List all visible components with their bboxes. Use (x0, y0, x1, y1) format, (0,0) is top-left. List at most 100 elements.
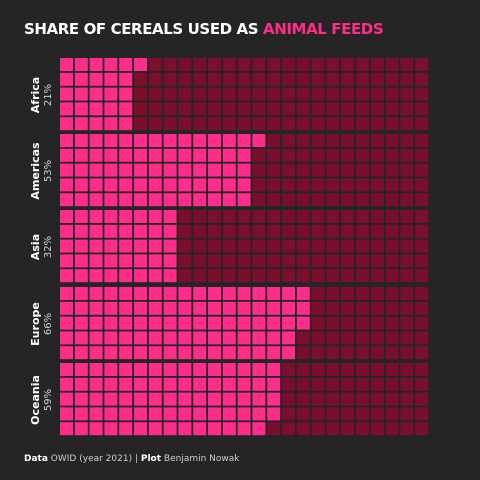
waffle-cell-filled (222, 346, 236, 360)
waffle-cell-filled (74, 346, 88, 360)
waffle-cell-filled (60, 210, 73, 223)
waffle-cell-filled (222, 163, 236, 177)
waffle-cell-empty (385, 72, 399, 86)
waffle-cell-empty (282, 134, 295, 147)
waffle-cell-filled (74, 210, 88, 223)
waffle-cell-filled (208, 301, 221, 315)
waffle-cell-filled (119, 346, 133, 360)
waffle-cell-filled (134, 58, 147, 71)
waffle-cell-empty (356, 148, 369, 162)
waffle-cell-empty (178, 224, 192, 238)
waffle-cell-empty (385, 363, 399, 376)
waffle-cell-filled (267, 301, 281, 315)
category-label: Africa (29, 77, 42, 113)
waffle-cell-empty (208, 269, 221, 283)
waffle-cell-empty (208, 72, 221, 86)
waffle-cell-empty (208, 254, 221, 268)
waffle-cell-empty (356, 87, 369, 101)
waffle-cell-empty (163, 58, 177, 71)
waffle-cell-empty (222, 72, 236, 86)
waffle-cell-empty (326, 72, 340, 86)
waffle-cell-filled (222, 287, 236, 300)
waffle-cell-filled (193, 178, 207, 192)
waffle-cell-filled (252, 363, 266, 376)
waffle-cell-filled (148, 377, 162, 391)
waffle-cell-filled (134, 178, 147, 192)
waffle-cell-empty (311, 422, 325, 436)
waffle-cell-filled (60, 178, 73, 192)
waffle-cell-filled (208, 148, 221, 162)
waffle-cell-filled (104, 87, 118, 101)
waffle-cell-empty (370, 407, 384, 421)
waffle-cell-filled (178, 363, 192, 376)
waffle-cell-filled (237, 407, 251, 421)
waffle-cell-empty (400, 102, 414, 116)
waffle-cell-empty (148, 117, 162, 131)
waffle-cell-empty (385, 210, 399, 223)
waffle-cell-filled (208, 193, 221, 207)
waffle-cell-empty (400, 377, 414, 391)
waffle-cell-filled (148, 407, 162, 421)
waffle-cell-filled (60, 239, 73, 253)
waffle-cell-filled (222, 134, 236, 147)
waffle-cell-filled (119, 102, 133, 116)
waffle-cell-empty (282, 210, 295, 223)
waffle-cell-filled (193, 346, 207, 360)
waffle-cell-empty (370, 269, 384, 283)
waffle-cell-filled (74, 422, 88, 436)
waffle-cell-empty (341, 224, 355, 238)
waffle-cell-filled (237, 331, 251, 345)
waffle-cell-filled (163, 346, 177, 360)
waffle-cell-empty (326, 224, 340, 238)
waffle-cell-empty (134, 102, 147, 116)
waffle-cell-empty (370, 377, 384, 391)
waffle-cell-empty (370, 102, 384, 116)
waffle-cell-empty (237, 269, 251, 283)
waffle-cell-empty (237, 254, 251, 268)
waffle-cell-empty (415, 210, 429, 223)
waffle-cell-filled (178, 134, 192, 147)
waffle-cell-filled (134, 287, 147, 300)
value-label: 59% (43, 389, 54, 411)
caption-data-text: OWID (year 2021) | (50, 454, 138, 464)
waffle-cell-filled (267, 346, 281, 360)
waffle-cell-empty (296, 331, 310, 345)
waffle-cell-filled (237, 178, 251, 192)
waffle-cell-empty (178, 210, 192, 223)
waffle-cell-filled (252, 134, 266, 147)
waffle-cell-filled (134, 407, 147, 421)
waffle-cell-filled (178, 178, 192, 192)
waffle-cell-empty (385, 287, 399, 300)
waffle-cell-filled (134, 239, 147, 253)
waffle-cell-filled (119, 331, 133, 345)
waffle-cell-filled (60, 331, 73, 345)
waffle-cell-filled (282, 331, 295, 345)
waffle-cell-empty (282, 239, 295, 253)
waffle-cell-empty (400, 254, 414, 268)
waffle-cell-filled (60, 254, 73, 268)
waffle-cell-empty (356, 58, 369, 71)
waffle-cell-empty (296, 87, 310, 101)
waffle-cell-filled (89, 224, 103, 238)
waffle-cell-filled (134, 422, 147, 436)
waffle-cell-empty (178, 87, 192, 101)
waffle-cell-empty (296, 210, 310, 223)
waffle-cell-filled (193, 331, 207, 345)
waffle-cell-filled (134, 134, 147, 147)
waffle-cell-filled (104, 224, 118, 238)
waffle-cell-empty (163, 117, 177, 131)
waffle-cell-filled (237, 346, 251, 360)
waffle-cell-filled (60, 134, 73, 147)
waffle-cell-filled (178, 316, 192, 330)
value-label: 66% (43, 313, 54, 335)
waffle-cell-empty (252, 239, 266, 253)
waffle-cell-filled (104, 58, 118, 71)
waffle-cell-empty (311, 377, 325, 391)
waffle-cell-empty (341, 87, 355, 101)
waffle-cell-filled (119, 269, 133, 283)
waffle-cell-empty (282, 163, 295, 177)
waffle-cell-empty (341, 148, 355, 162)
waffle-cell-empty (326, 193, 340, 207)
waffle-cell-empty (193, 269, 207, 283)
waffle-cell-filled (74, 239, 88, 253)
